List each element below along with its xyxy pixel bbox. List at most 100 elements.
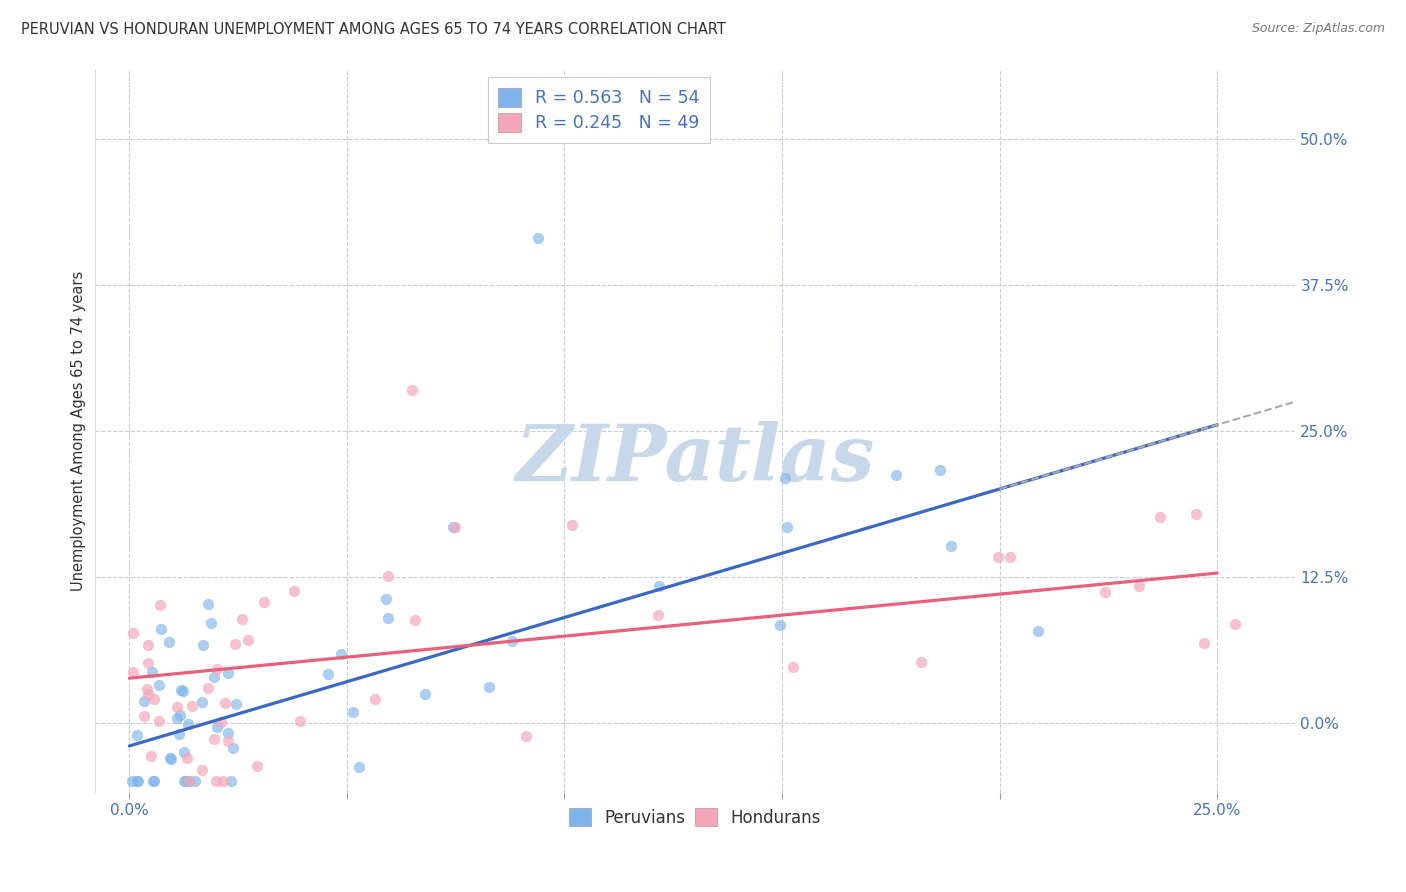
Point — [170, 683, 193, 698]
Point — [884, 467, 907, 482]
Legend: Peruvians, Hondurans: Peruvians, Hondurans — [561, 799, 830, 835]
Point — [401, 383, 423, 397]
Point — [148, 678, 170, 692]
Point — [527, 231, 550, 245]
Point — [214, 696, 236, 710]
Point — [121, 774, 143, 789]
Point — [173, 745, 195, 759]
Point — [1223, 616, 1246, 631]
Point — [782, 659, 804, 673]
Point — [1192, 636, 1215, 650]
Point — [501, 633, 523, 648]
Point — [647, 579, 669, 593]
Point — [217, 666, 239, 681]
Point — [172, 684, 194, 698]
Point — [515, 729, 537, 743]
Point — [769, 618, 792, 632]
Point — [132, 709, 155, 723]
Point — [283, 583, 305, 598]
Point — [1128, 579, 1150, 593]
Point — [157, 635, 180, 649]
Point — [149, 623, 172, 637]
Point — [136, 688, 159, 702]
Point — [166, 711, 188, 725]
Point — [1184, 507, 1206, 521]
Point — [377, 568, 399, 582]
Point — [136, 681, 159, 696]
Point — [176, 751, 198, 765]
Point — [219, 774, 242, 789]
Point — [209, 715, 232, 730]
Point — [139, 749, 162, 764]
Point — [1094, 585, 1116, 599]
Point — [179, 774, 201, 789]
Point — [207, 662, 229, 676]
Point — [413, 687, 436, 701]
Text: PERUVIAN VS HONDURAN UNEMPLOYMENT AMONG AGES 65 TO 74 YEARS CORRELATION CHART: PERUVIAN VS HONDURAN UNEMPLOYMENT AMONG … — [21, 22, 725, 37]
Point — [136, 656, 159, 670]
Point — [561, 518, 583, 533]
Point — [205, 719, 228, 733]
Point — [177, 774, 200, 789]
Point — [288, 714, 311, 729]
Point — [122, 626, 145, 640]
Point — [224, 637, 246, 651]
Point — [776, 520, 799, 534]
Point — [141, 665, 163, 680]
Point — [929, 463, 952, 477]
Point — [377, 611, 399, 625]
Point — [441, 520, 464, 534]
Point — [159, 752, 181, 766]
Point — [1149, 509, 1171, 524]
Point — [148, 714, 170, 728]
Point — [193, 639, 215, 653]
Point — [231, 612, 253, 626]
Point — [647, 607, 669, 622]
Point — [225, 697, 247, 711]
Point — [374, 591, 396, 606]
Point — [180, 698, 202, 713]
Point — [183, 774, 205, 789]
Point — [169, 707, 191, 722]
Point — [191, 695, 214, 709]
Point — [910, 655, 932, 669]
Point — [205, 774, 228, 789]
Point — [176, 774, 198, 789]
Point — [200, 616, 222, 631]
Point — [773, 471, 796, 485]
Point — [159, 751, 181, 765]
Point — [142, 774, 165, 789]
Point — [329, 648, 352, 662]
Point — [444, 520, 467, 534]
Text: Source: ZipAtlas.com: Source: ZipAtlas.com — [1251, 22, 1385, 36]
Point — [347, 760, 370, 774]
Point — [177, 717, 200, 731]
Point — [246, 759, 269, 773]
Point — [998, 550, 1021, 565]
Point — [166, 699, 188, 714]
Point — [478, 680, 501, 694]
Y-axis label: Unemployment Among Ages 65 to 74 years: Unemployment Among Ages 65 to 74 years — [72, 270, 86, 591]
Point — [132, 694, 155, 708]
Point — [222, 741, 245, 756]
Point — [127, 774, 149, 789]
Point — [342, 706, 364, 720]
Point — [125, 774, 148, 789]
Point — [142, 692, 165, 706]
Point — [316, 667, 339, 681]
Point — [1026, 624, 1049, 639]
Point — [136, 638, 159, 652]
Point — [253, 595, 276, 609]
Text: ZIPatlas: ZIPatlas — [516, 421, 875, 498]
Point — [149, 598, 172, 612]
Point — [364, 692, 387, 706]
Point — [122, 665, 145, 680]
Point — [211, 774, 233, 789]
Point — [217, 733, 239, 747]
Point — [236, 633, 259, 648]
Point — [197, 681, 219, 696]
Point — [197, 597, 219, 611]
Point — [167, 727, 190, 741]
Point — [941, 539, 963, 553]
Point — [190, 763, 212, 777]
